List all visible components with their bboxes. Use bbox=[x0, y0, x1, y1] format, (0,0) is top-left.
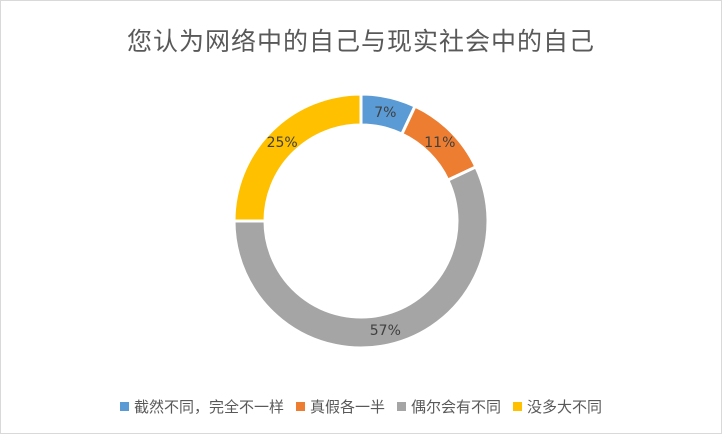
legend-item: 真假各一半 bbox=[295, 396, 385, 417]
slice-data-label: 25% bbox=[267, 135, 298, 151]
slice-data-label: 7% bbox=[374, 105, 396, 121]
slice-data-label: 57% bbox=[370, 323, 401, 339]
donut-slice-3 bbox=[232, 92, 363, 223]
legend-item: 没多大不同 bbox=[513, 396, 602, 417]
donut-slice-2 bbox=[232, 164, 490, 350]
legend-item: 偶尔会有不同 bbox=[397, 396, 501, 417]
chart-title: 您认为网络中的自己与现实社会中的自己 bbox=[126, 27, 595, 56]
legend-item: 截然不同，完全不一样 bbox=[119, 396, 284, 417]
legend-label: 截然不同，完全不一样 bbox=[133, 398, 284, 416]
legend-label: 真假各一半 bbox=[309, 398, 385, 416]
legend-label: 没多大不同 bbox=[527, 398, 603, 416]
legend-label: 偶尔会有不同 bbox=[411, 398, 502, 416]
legend-swatch-3 bbox=[513, 402, 523, 411]
legend: 截然不同，完全不一样 真假各一半 偶尔会有不同 没多大不同 bbox=[0, 396, 722, 417]
slice-data-label: 11% bbox=[424, 135, 455, 151]
legend-swatch-2 bbox=[397, 402, 406, 411]
legend-swatch-1 bbox=[295, 402, 305, 411]
legend-swatch-0 bbox=[119, 402, 129, 411]
